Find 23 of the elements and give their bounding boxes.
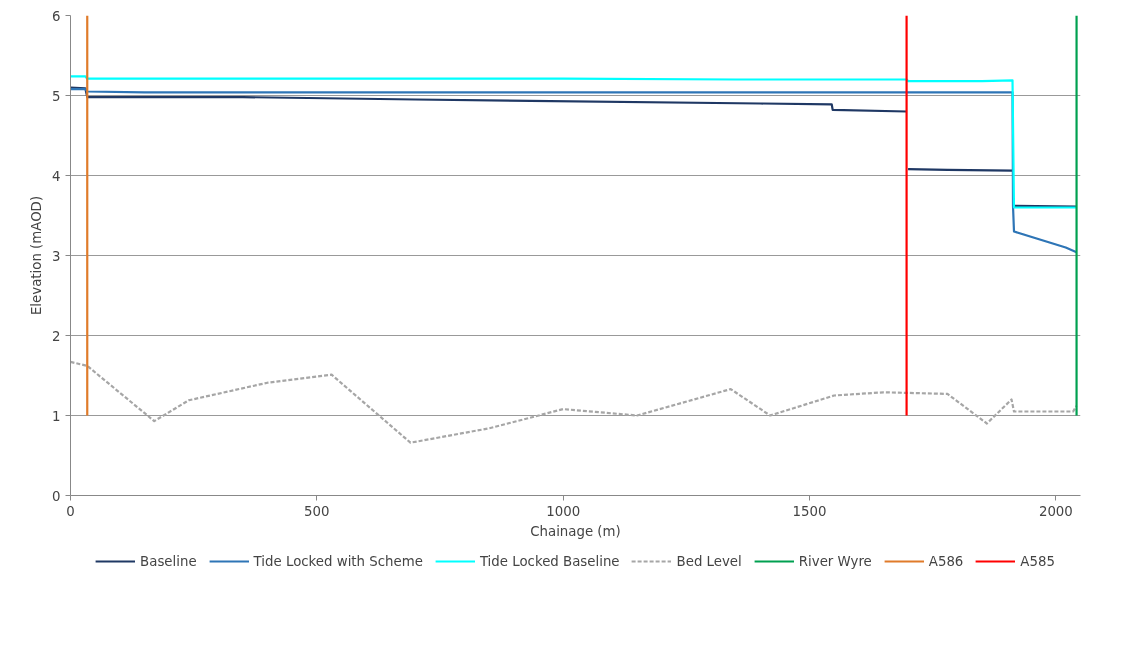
legend-label: River Wyre	[798, 553, 872, 569]
legend-label: A586	[928, 553, 964, 569]
y-tick-label: 3	[52, 248, 61, 264]
line-series	[70, 360, 1078, 444]
x-tick-label: 500	[304, 503, 330, 519]
legend-label: Tide Locked Baseline	[479, 553, 620, 569]
legend-label: Tide Locked with Scheme	[253, 553, 423, 569]
y-tick-label: 0	[52, 488, 61, 504]
y-tick-label: 2	[52, 328, 61, 344]
line-series	[70, 88, 1078, 254]
x-tick-label: 1000	[546, 503, 581, 519]
y-tick-label: 1	[52, 408, 61, 424]
x-tick-label: 1500	[792, 503, 827, 519]
legend-label: Bed Level	[676, 553, 742, 569]
legend-label: Baseline	[140, 553, 197, 569]
y-axis-title: Elevation (mAOD)	[29, 195, 45, 316]
y-tick-label: 4	[52, 168, 61, 184]
x-tick-label: 0	[66, 503, 75, 519]
y-tick-label: 5	[52, 88, 61, 104]
x-tick-label: 2000	[1038, 503, 1073, 519]
y-tick-label: 6	[52, 8, 61, 24]
x-axis-title: Chainage (m)	[530, 523, 621, 539]
legend-label: A585	[1020, 553, 1055, 569]
